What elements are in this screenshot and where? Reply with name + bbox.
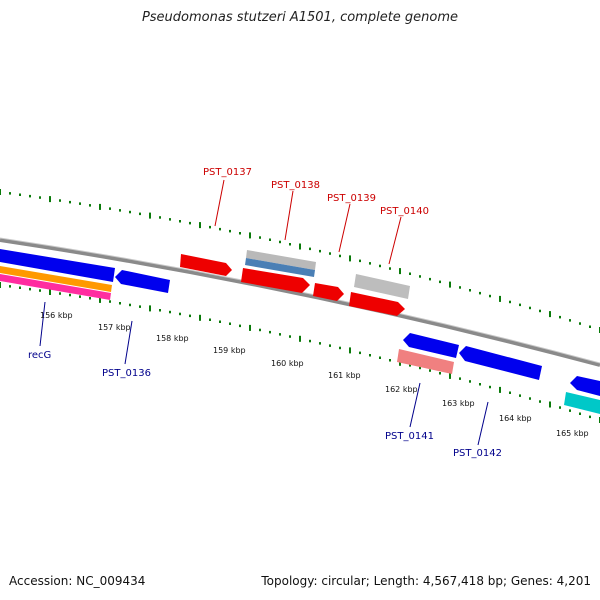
- gene-PST_0138b[interactable]: [241, 268, 310, 293]
- gene-PST_0138-upper[interactable]: [246, 250, 316, 270]
- scale-label-158: 158 kbp: [156, 334, 189, 343]
- forward-strand-genes: [180, 250, 410, 316]
- gene-recG-orange[interactable]: [0, 266, 112, 292]
- gene-PST_0139[interactable]: [313, 283, 344, 301]
- label-leaders: [39, 179, 489, 446]
- gene-PST_0140[interactable]: [354, 274, 410, 299]
- scale-label-165: 165 kbp: [556, 429, 589, 438]
- gene-PST_0136[interactable]: [115, 270, 170, 293]
- map-title: Pseudomonas stutzeri A1501, complete gen…: [141, 10, 459, 25]
- scale-label-163: 163 kbp: [442, 399, 475, 408]
- gene-PST_0140b[interactable]: [349, 292, 405, 316]
- gene-recG-blue[interactable]: [0, 249, 115, 282]
- footer-accession: Accession: NC_009434: [9, 574, 146, 588]
- gene-recG-pink[interactable]: [0, 274, 111, 300]
- genome-backbone: [0, 238, 600, 367]
- gene-label-PST_0141: PST_0141: [385, 431, 434, 442]
- scale-labels: 156 kbp 157 kbp 158 kbp 159 kbp 160 kbp …: [40, 311, 589, 438]
- gene-PST_0141[interactable]: [403, 333, 459, 358]
- reverse-strand-genes: [0, 249, 600, 414]
- gene-PST_0137[interactable]: [180, 254, 232, 276]
- scale-label-159: 159 kbp: [213, 346, 246, 355]
- gene-label-PST_0139: PST_0139: [327, 193, 376, 204]
- scale-label-156: 156 kbp: [40, 311, 73, 320]
- scale-label-162: 162 kbp: [385, 385, 418, 394]
- footer-topology-info: Topology: circular; Length: 4,567,418 bp…: [261, 574, 591, 588]
- gene-PST_0138-lower[interactable]: [245, 258, 315, 277]
- gene-label-PST_0142: PST_0142: [453, 448, 502, 459]
- gene-PST_0142[interactable]: [459, 346, 542, 380]
- scale-label-164: 164 kbp: [499, 414, 532, 423]
- gene-label-PST_0137: PST_0137: [203, 167, 252, 178]
- gene-label-recG: recG: [28, 350, 51, 361]
- gene-PST_0141b[interactable]: [397, 349, 454, 374]
- gene-label-group: PST_0137 PST_0138 PST_0139 PST_0140 recG…: [28, 167, 502, 459]
- gene-right-cyan[interactable]: [564, 392, 600, 414]
- scale-label-161: 161 kbp: [328, 371, 361, 380]
- scale-label-157: 157 kbp: [98, 323, 131, 332]
- outer-tick-ring: [0, 189, 600, 333]
- gene-label-PST_0140: PST_0140: [380, 206, 429, 217]
- scale-label-160: 160 kbp: [271, 359, 304, 368]
- gene-label-PST_0138: PST_0138: [271, 180, 320, 191]
- gene-label-PST_0136: PST_0136: [102, 368, 151, 379]
- inner-tick-ring: [0, 282, 600, 423]
- gene-right-blue[interactable]: [570, 376, 600, 396]
